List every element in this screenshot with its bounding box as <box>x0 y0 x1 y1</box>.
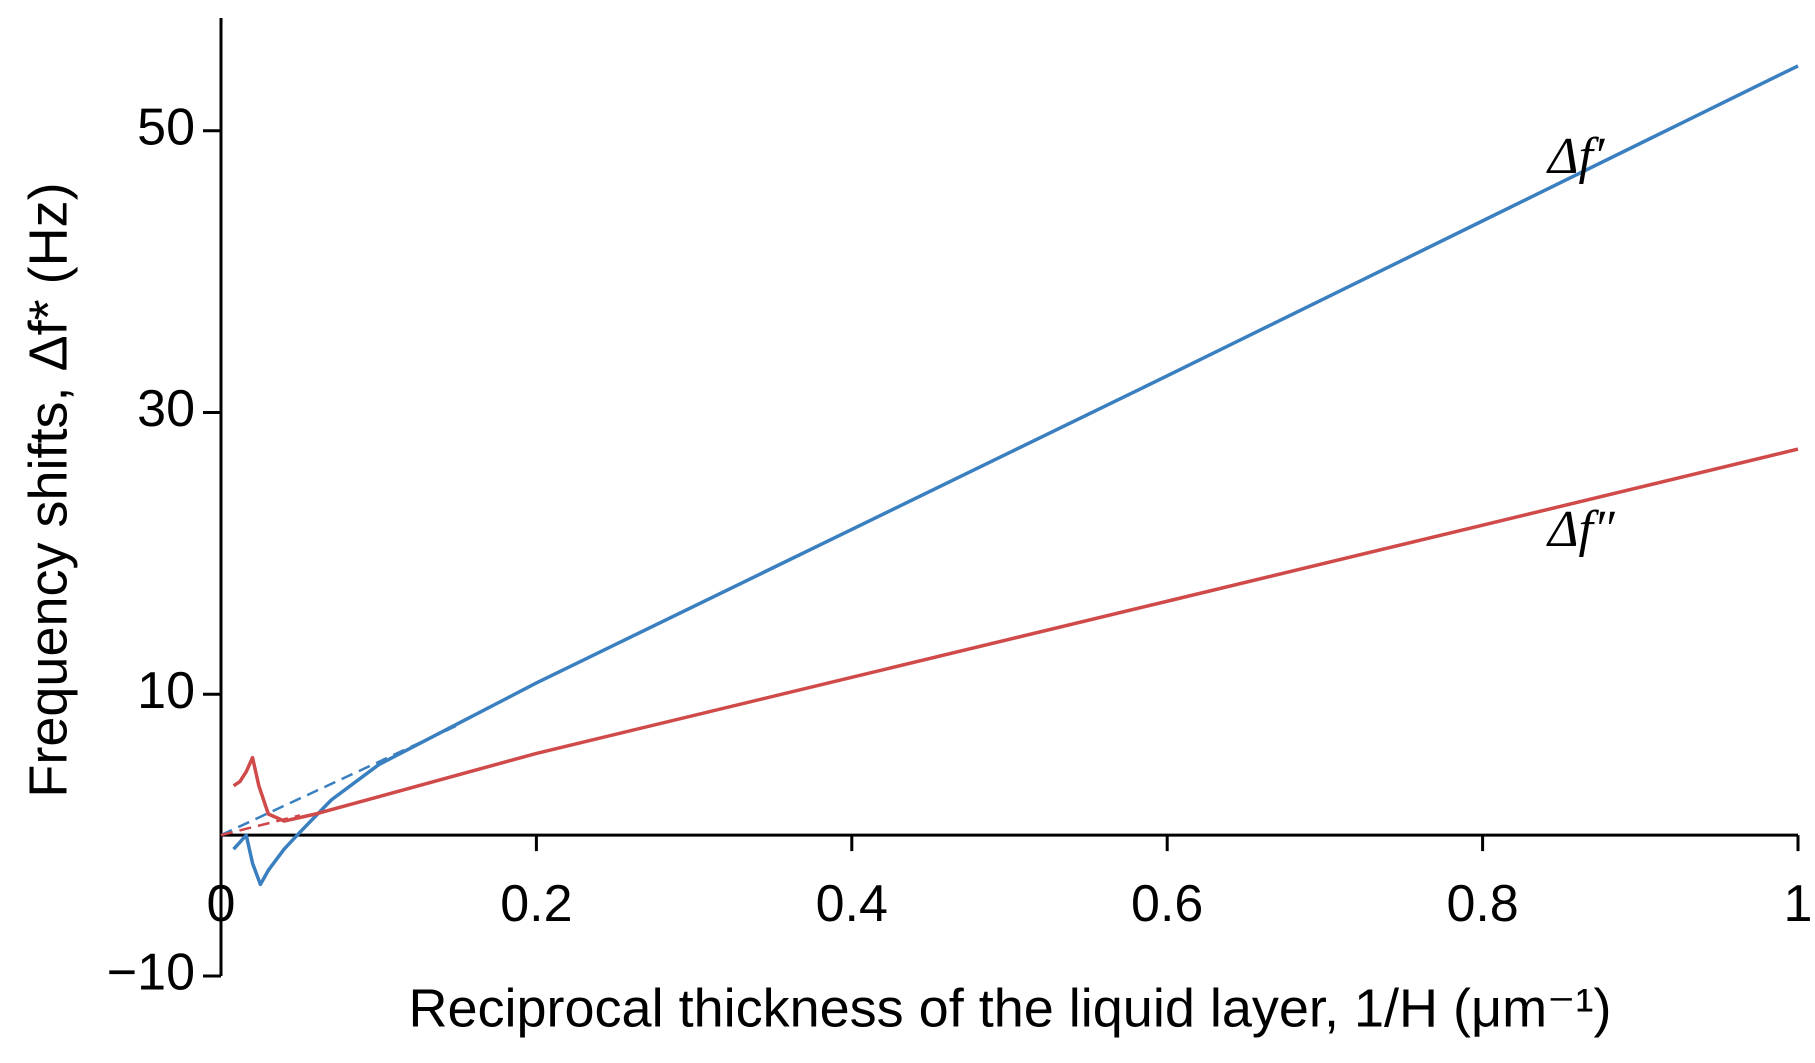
x-tick-label: 0.2 <box>500 875 572 933</box>
x-tick-label: 0.4 <box>816 875 888 933</box>
y-tick-label: 10 <box>137 662 195 720</box>
x-tick-label: 0 <box>207 875 236 933</box>
x-tick-label: 0.6 <box>1131 875 1203 933</box>
fit-line <box>220 724 459 837</box>
series-line <box>232 64 1799 887</box>
x-tick-label: 1 <box>1784 875 1813 933</box>
y-tick-label: −10 <box>107 944 195 1002</box>
fit-line <box>220 814 301 837</box>
y-tick-label: 30 <box>137 380 195 438</box>
series-line <box>232 447 1799 823</box>
y-axis-title: Frequency shifts, Δf* (Hz) <box>18 182 78 797</box>
x-axis-title: Reciprocal thickness of the liquid layer… <box>408 978 1611 1038</box>
y-tick-label: 50 <box>137 98 195 156</box>
x-tick-label: 0.8 <box>1446 875 1518 933</box>
series-label: Δf′ <box>1546 128 1606 185</box>
series-label: Δf″ <box>1546 501 1616 558</box>
